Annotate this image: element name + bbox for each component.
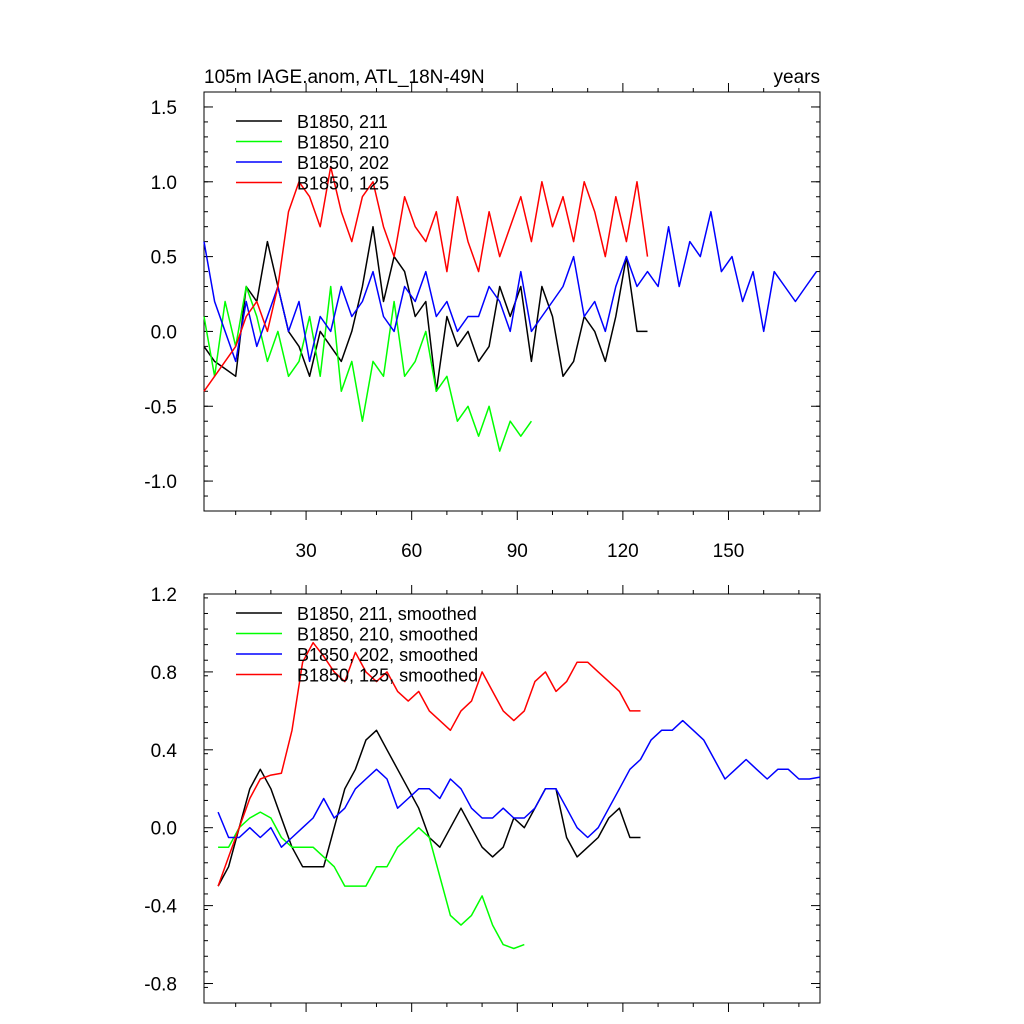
- legend-label: B1850, 125, smoothed: [297, 666, 478, 686]
- series-line: [218, 811, 525, 950]
- series-line: [203, 285, 533, 452]
- tick-marks: [204, 83, 820, 520]
- legend-label: B1850, 202: [297, 153, 389, 173]
- tick-marks: [204, 585, 820, 1012]
- bottom-panel: -0.8 -0.4 0.0 0.4 0.8 1.2 B1850, 211, smoothe…: [144, 585, 821, 1012]
- y-tick-label: 0.5: [151, 248, 177, 269]
- y-tick-label: 0.8: [151, 663, 177, 684]
- x-tick-labels: 30 60 90 120 150: [296, 541, 745, 562]
- y-tick-label: -0.4: [144, 897, 177, 918]
- x-tick-label: 90: [507, 541, 528, 562]
- chart-title-right: years: [774, 67, 820, 88]
- y-tick-label: 1.0: [151, 173, 177, 194]
- legend-label: B1850, 202, smoothed: [297, 645, 478, 665]
- legend-label: B1850, 210, smoothed: [297, 625, 478, 645]
- legend-label: B1850, 211: [297, 112, 388, 132]
- y-tick-label: 1.5: [151, 98, 177, 119]
- y-tick-label: -0.5: [144, 397, 177, 418]
- series-lines: [217, 641, 821, 950]
- y-tick-label: 0.0: [151, 819, 177, 840]
- x-tick-label: 60: [401, 541, 422, 562]
- legend-label: B1850, 211, smoothed: [297, 604, 477, 624]
- series-line: [217, 729, 641, 887]
- x-tick-label: 150: [713, 541, 745, 562]
- series-line: [203, 166, 649, 392]
- x-tick-label: 30: [296, 541, 317, 562]
- y-tick-label: 0.0: [151, 322, 177, 343]
- y-tick-labels: -0.8 -0.4 0.0 0.4 0.8 1.2: [144, 585, 177, 996]
- series-lines: [203, 166, 818, 452]
- chart-title: 105m IAGE.anom, ATL_18N-49N: [204, 67, 485, 88]
- top-panel: 105m IAGE.anom, ATL_18N-49N years -1.0 -0…: [144, 67, 821, 562]
- x-tick-label: 120: [607, 541, 639, 562]
- y-tick-label: 1.2: [151, 585, 177, 606]
- y-tick-labels: -1.0 -0.5 0.0 0.5 1.0 1.5: [144, 98, 177, 493]
- plot-frame: [203, 593, 821, 1004]
- y-tick-label: -1.0: [144, 472, 177, 493]
- y-tick-label: -0.8: [144, 975, 177, 996]
- series-line: [217, 641, 641, 887]
- legend-label: B1850, 210: [297, 133, 389, 153]
- series-line: [203, 210, 818, 363]
- legend-label: B1850, 125: [297, 174, 389, 194]
- series-line: [217, 719, 821, 848]
- y-tick-label: 0.4: [151, 741, 178, 762]
